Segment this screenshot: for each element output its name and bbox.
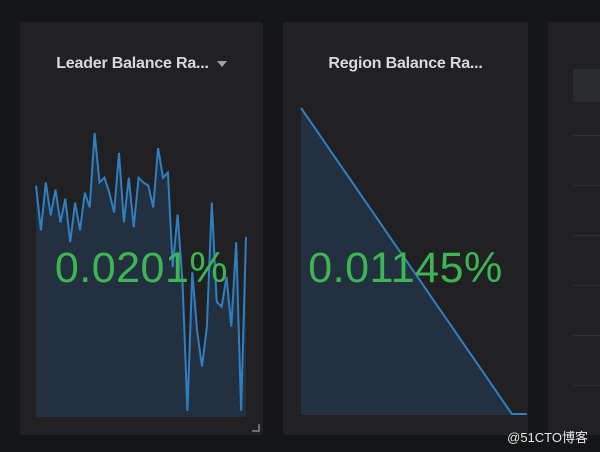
divider	[573, 385, 600, 386]
divider	[573, 235, 600, 236]
resize-handle-icon[interactable]	[252, 424, 260, 432]
divider	[573, 135, 600, 136]
divider	[573, 285, 600, 286]
panel-title[interactable]: Region Balance Ra...	[283, 55, 528, 73]
watermark: @51CTO博客	[507, 430, 588, 445]
table-header	[573, 69, 600, 102]
sparkline-line	[35, 132, 247, 411]
stat-value: 0.0201%	[54, 244, 229, 292]
sparkline-line	[300, 107, 527, 415]
chevron-down-icon[interactable]	[216, 60, 227, 67]
panel-leader-balance: Leader Balance Ra... 0.0201%	[20, 22, 263, 435]
sparkline	[300, 107, 527, 415]
divider	[573, 185, 600, 186]
panel-title[interactable]: Leader Balance Ra...	[20, 55, 263, 73]
panel-title-text[interactable]: Region Balance Ra...	[328, 55, 483, 72]
sparkline-area	[301, 108, 527, 415]
sparkline	[35, 132, 247, 417]
panel-region-balance: Region Balance Ra... 0.01145%	[283, 22, 528, 435]
panel-title-text[interactable]: Leader Balance Ra...	[56, 55, 209, 72]
panel-partial	[548, 22, 600, 435]
stat-value: 0.01145%	[308, 244, 503, 292]
divider	[573, 335, 600, 336]
